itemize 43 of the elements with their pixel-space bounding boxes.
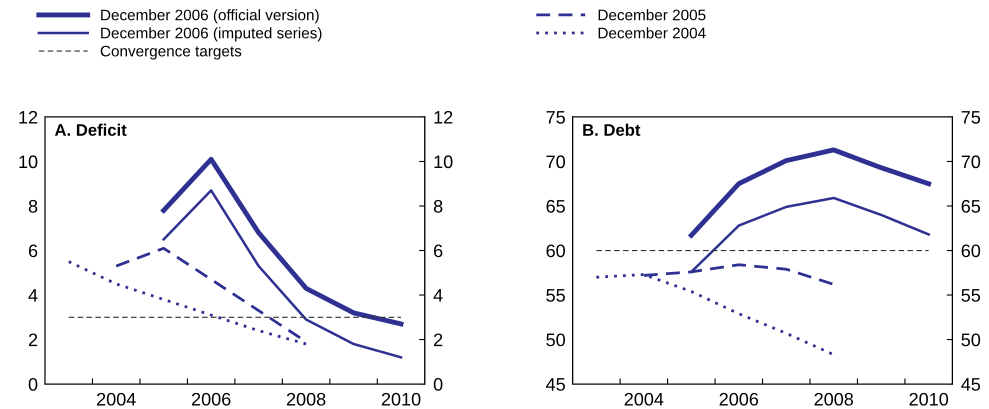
y2-tick-label: 10 — [19, 155, 38, 168]
legend-label: December 2006 (imputed series) — [101, 27, 322, 42]
x-tick-label: 2004 — [97, 392, 136, 406]
legend-label: December 2004 — [598, 27, 706, 38]
legend-label: December 2006 (official version) — [101, 9, 319, 24]
x-tick-label: 2008 — [286, 392, 326, 406]
x-tick-label: 2010 — [382, 392, 420, 406]
y2-tick-label: 75 — [546, 111, 565, 124]
x-tick-label: 2006 — [192, 392, 230, 406]
x-tick-label: 2008 — [814, 392, 854, 406]
y2-tick-label: 4 — [28, 289, 38, 302]
y2-tick-label: 0 — [28, 378, 38, 391]
y-tick-label: 50 — [961, 333, 980, 346]
x-tick-label: 2006 — [720, 392, 758, 406]
y-tick-label: 55 — [961, 289, 980, 302]
y-tick-label: 4 — [434, 289, 443, 302]
x-tick-label: 2004 — [624, 392, 664, 406]
y-tick-label: 65 — [962, 200, 980, 213]
y-tick-label: 12 — [434, 110, 452, 124]
y2-tick-label: 50 — [546, 333, 565, 346]
y2-tick-label: 8 — [28, 200, 38, 213]
y2-tick-label: 45 — [546, 378, 565, 391]
y-tick-label: 10 — [434, 155, 452, 168]
x-tick-label: 2010 — [910, 392, 948, 406]
y-tick-label: 70 — [962, 155, 980, 168]
y2-tick-label: 70 — [546, 155, 565, 168]
y-tick-label: 0 — [434, 378, 442, 391]
legend-label: December 2005 — [598, 9, 706, 20]
y2-tick-label: 60 — [546, 244, 565, 258]
chart-title: A. Deficit — [54, 124, 127, 136]
y-tick-label: 75 — [962, 111, 980, 124]
legend-label: Convergence targets — [100, 46, 242, 60]
chart-title: B. Debt — [583, 124, 640, 136]
y-tick-label: 6 — [434, 244, 442, 258]
y2-tick-label: 65 — [546, 200, 565, 213]
y-tick-label: 2 — [434, 333, 442, 346]
y2-tick-label: 55 — [546, 289, 565, 302]
y-tick-label: 8 — [434, 200, 442, 213]
y2-tick-label: 2 — [28, 333, 38, 346]
y-tick-label: 45 — [961, 378, 980, 391]
y-tick-label: 60 — [962, 244, 980, 258]
y2-tick-label: 12 — [19, 110, 38, 124]
y2-tick-label: 6 — [28, 244, 38, 258]
